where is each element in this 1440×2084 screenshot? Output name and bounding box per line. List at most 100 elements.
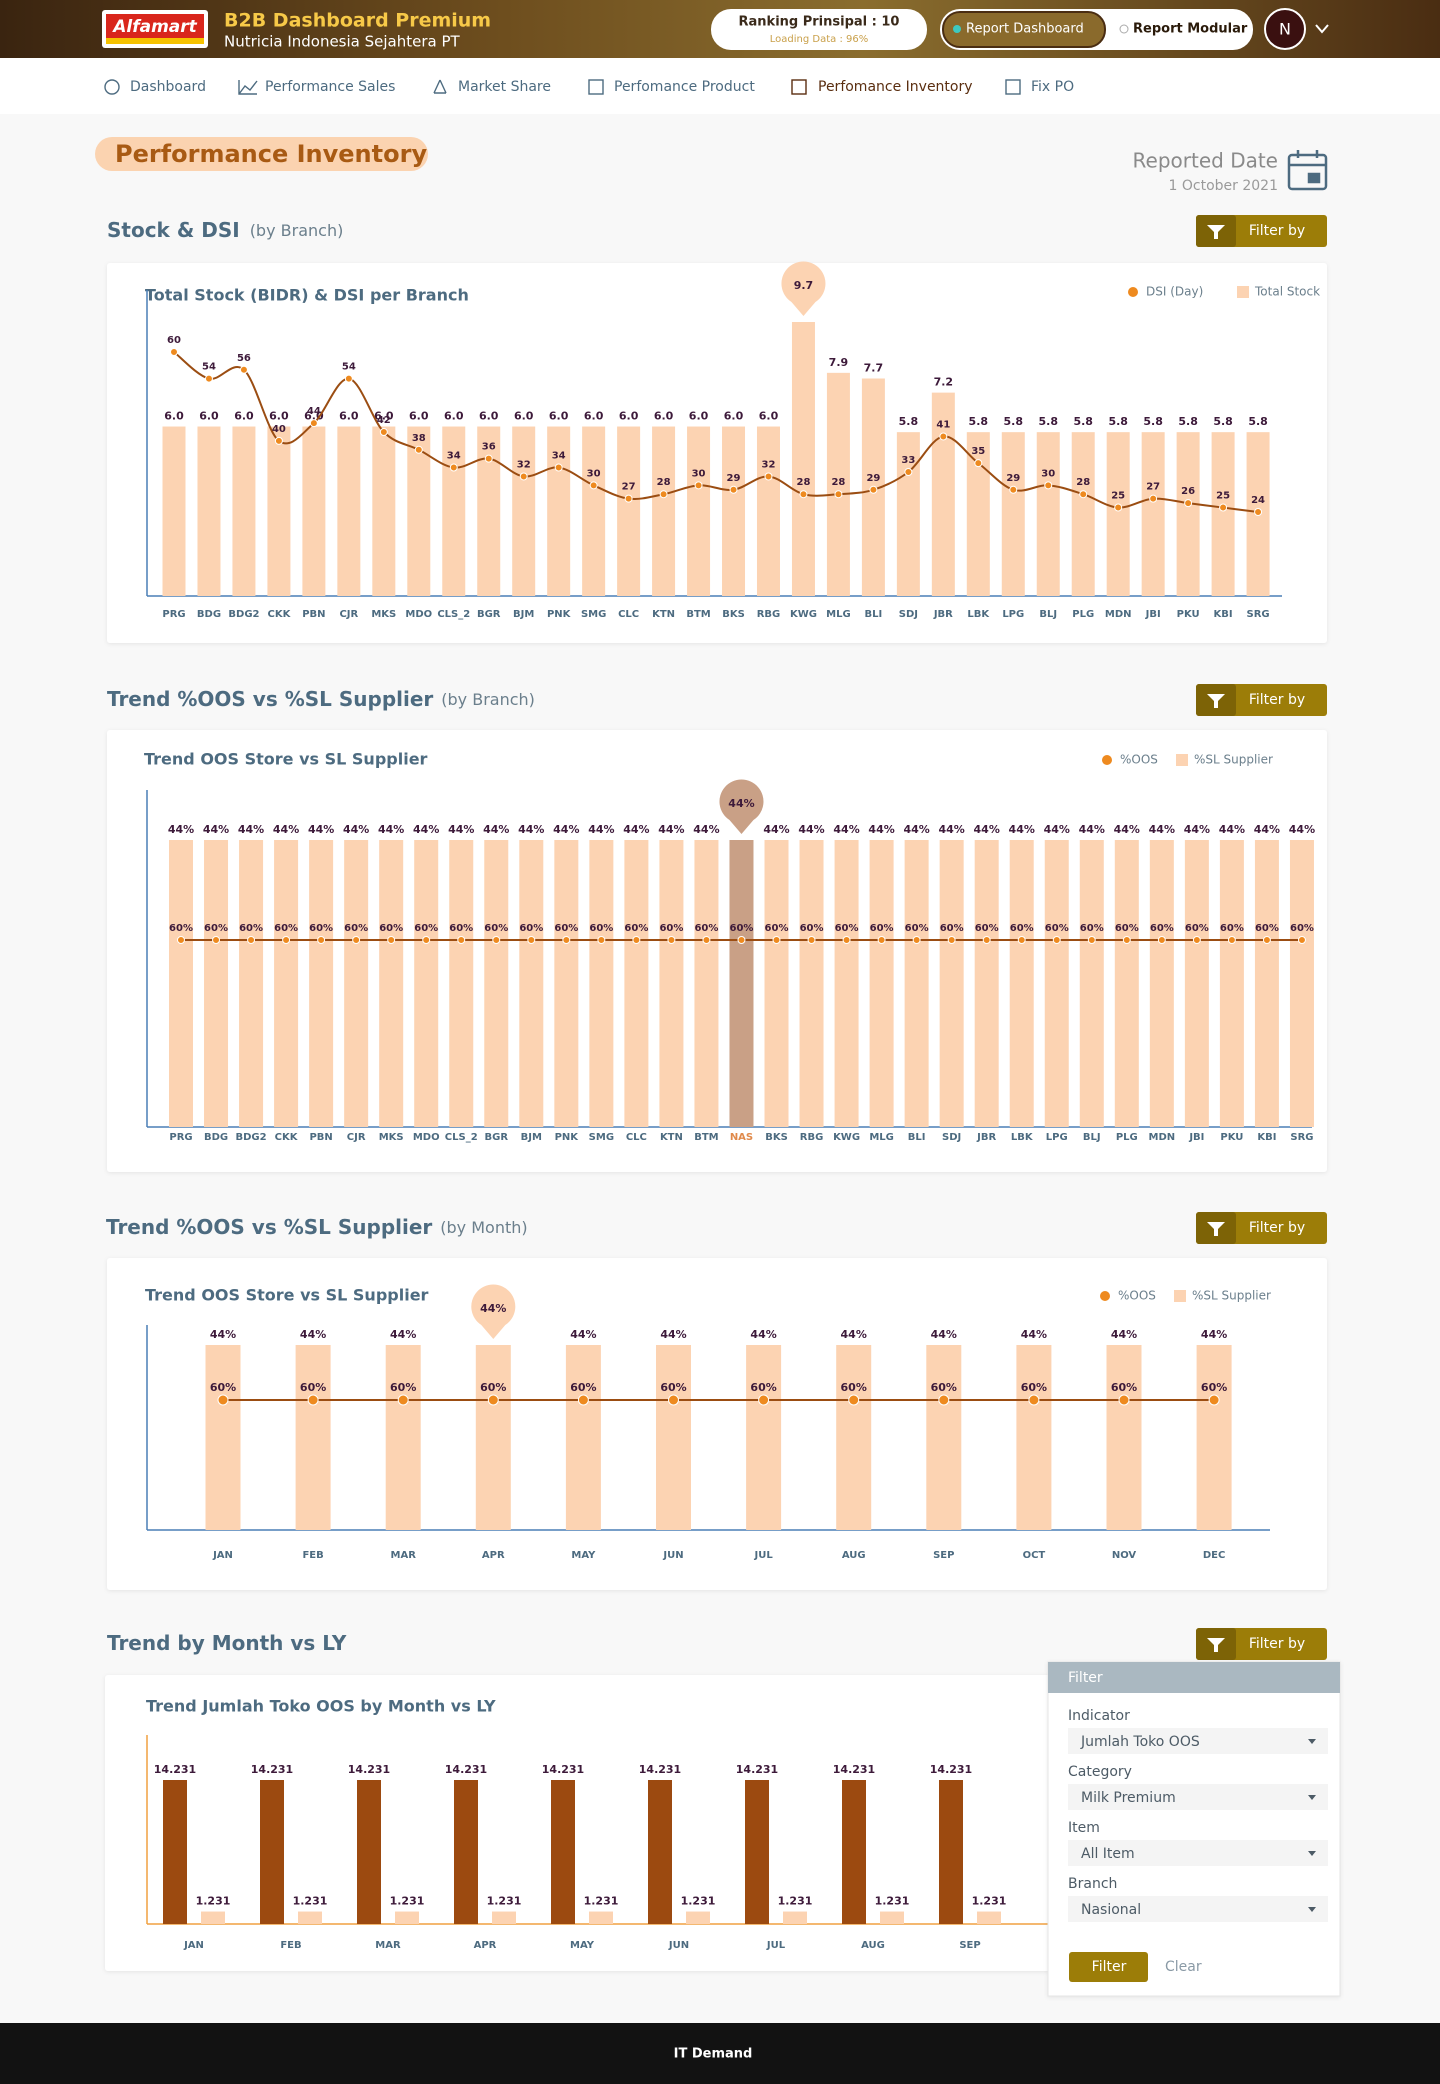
calendar-day	[1307, 172, 1321, 184]
line-point	[912, 936, 921, 944]
line-point	[527, 936, 536, 944]
select-box[interactable]	[1068, 1728, 1328, 1754]
bar	[163, 1780, 187, 1924]
bar-value-label: 44%	[378, 823, 404, 836]
field-label: Branch	[1068, 1876, 1117, 1892]
company: Nutricia Indonesia Sejahtera PT	[224, 33, 461, 51]
nav-link-active[interactable]: Perfomance Inventory	[818, 79, 973, 95]
x-tick-label: BDG2	[236, 1132, 267, 1143]
radio-off	[1119, 24, 1129, 34]
clear-button[interactable]: Clear	[1165, 1959, 1202, 1975]
select-box[interactable]	[1068, 1896, 1328, 1922]
apply-label[interactable]: Filter	[1092, 1959, 1127, 1975]
bar-value-label: 5.8	[969, 415, 989, 428]
bar-value-label: 44%	[903, 823, 929, 836]
select-box[interactable]	[1068, 1840, 1328, 1866]
bar	[372, 426, 396, 596]
filter-icon	[1207, 1222, 1225, 1236]
reported-date: 1 October 2021	[1169, 178, 1278, 194]
apply-button[interactable]	[1069, 1952, 1148, 1982]
line-point	[904, 468, 913, 476]
x-tick-label: LPG	[1046, 1132, 1068, 1143]
select-value[interactable]: Nasional	[1081, 1902, 1141, 1918]
line-value-label: 60%	[300, 1381, 326, 1394]
x-tick-label: RBG	[800, 1132, 824, 1143]
nav-link[interactable]: Market Share	[458, 79, 551, 95]
line-point	[1118, 1394, 1130, 1406]
toggle-option[interactable]: Report Dashboard	[966, 22, 1084, 37]
app-title: B2B Dashboard Premium	[224, 10, 491, 32]
x-tick-label: KWG	[790, 609, 817, 620]
toggle-option[interactable]: Report Modular	[1133, 22, 1248, 37]
toggle-active[interactable]	[942, 11, 1106, 48]
x-tick-label: PKU	[1177, 609, 1200, 620]
reported-label: Reported Date	[1133, 149, 1278, 173]
charts: Total Stock (BIDR) & DSI per Branch PRG BD…	[144, 261, 1320, 1951]
bar	[519, 840, 544, 1127]
panel-title: Filter	[1068, 1670, 1103, 1686]
line-value-label: 24	[1251, 495, 1265, 506]
bar	[977, 1911, 1001, 1924]
section-title-text: Trend by Month vs LY	[107, 1631, 347, 1655]
x-tick-label: PRG	[162, 609, 185, 620]
x-tick-label: AUG	[842, 1550, 866, 1561]
bar-value-label: 44%	[553, 823, 579, 836]
bar	[974, 840, 999, 1127]
line-point	[877, 936, 886, 944]
bar	[687, 426, 711, 596]
x-tick-label: AUG	[861, 1940, 885, 1951]
line-point	[1192, 936, 1201, 944]
x-tick-label: JBR	[933, 609, 953, 620]
x-tick-label: FEB	[280, 1940, 301, 1951]
avatar[interactable]	[1264, 8, 1306, 50]
select-value[interactable]: Jumlah Toko OOS	[1080, 1734, 1200, 1750]
x-tick-label: SRG	[1290, 1132, 1313, 1143]
bar-value-label: 44%	[203, 823, 229, 836]
bar	[652, 426, 676, 596]
bar-value-label: 44%	[833, 823, 859, 836]
line-value-label: 28	[657, 477, 671, 488]
bar-value-label: 5.8	[899, 415, 919, 428]
bar-value-label: 6.0	[409, 410, 429, 423]
bar	[260, 1780, 284, 1924]
line-value-label: 60%	[1290, 923, 1314, 934]
select-box[interactable]	[1068, 1784, 1328, 1810]
bar	[232, 426, 256, 596]
bar-value-label: 44%	[238, 823, 264, 836]
nav-link[interactable]: Performance Sales	[265, 79, 395, 95]
field-label: Indicator	[1068, 1708, 1130, 1724]
bar-value-label: 44%	[1111, 1328, 1137, 1341]
line-value-label: 60%	[931, 1381, 957, 1394]
line-point	[1184, 499, 1193, 508]
calendar-icon[interactable]	[1287, 150, 1328, 191]
x-tick-label: NOV	[1112, 1550, 1137, 1561]
filter-button-label[interactable]: Filter by	[1249, 1220, 1305, 1236]
line-value-label: 25	[1111, 491, 1125, 502]
nav-link[interactable]: Dashboard	[130, 79, 206, 95]
bar	[1044, 840, 1069, 1127]
bar	[791, 322, 815, 596]
section-title: Trend by Month vs LY	[107, 1631, 347, 1655]
line-value-label: 60%	[870, 923, 894, 934]
nav-link[interactable]: Fix PO	[1031, 79, 1074, 95]
section-subtitle: (by Month)	[440, 1218, 527, 1237]
account-chevron[interactable]	[1315, 24, 1329, 34]
x-tick-label: DEC	[1203, 1550, 1225, 1561]
line-point	[422, 936, 431, 944]
chart: Trend OOS Store vs SL Supplier JAN FEB MAR A…	[145, 1284, 1271, 1561]
legend-marker	[1128, 287, 1138, 297]
filter-button-label[interactable]: Filter by	[1249, 692, 1305, 708]
line-value-label: 60%	[905, 923, 929, 934]
select-value[interactable]: All Item	[1081, 1846, 1135, 1862]
legend-marker	[1174, 1290, 1186, 1302]
line-value-label: 60%	[975, 923, 999, 934]
bar-value-label: 44%	[1021, 1328, 1047, 1341]
bar-value-label: 44%	[763, 823, 789, 836]
filter-button-label[interactable]: Filter by	[1249, 1636, 1305, 1652]
filter-button-label[interactable]: Filter by	[1249, 223, 1305, 239]
bar-value-label: 44%	[798, 823, 824, 836]
x-tick-label: JBI	[1188, 1132, 1204, 1143]
select-value[interactable]: Milk Premium	[1081, 1790, 1176, 1806]
bar-value-label: 44%	[1079, 823, 1105, 836]
nav-link[interactable]: Perfomance Product	[614, 79, 755, 95]
